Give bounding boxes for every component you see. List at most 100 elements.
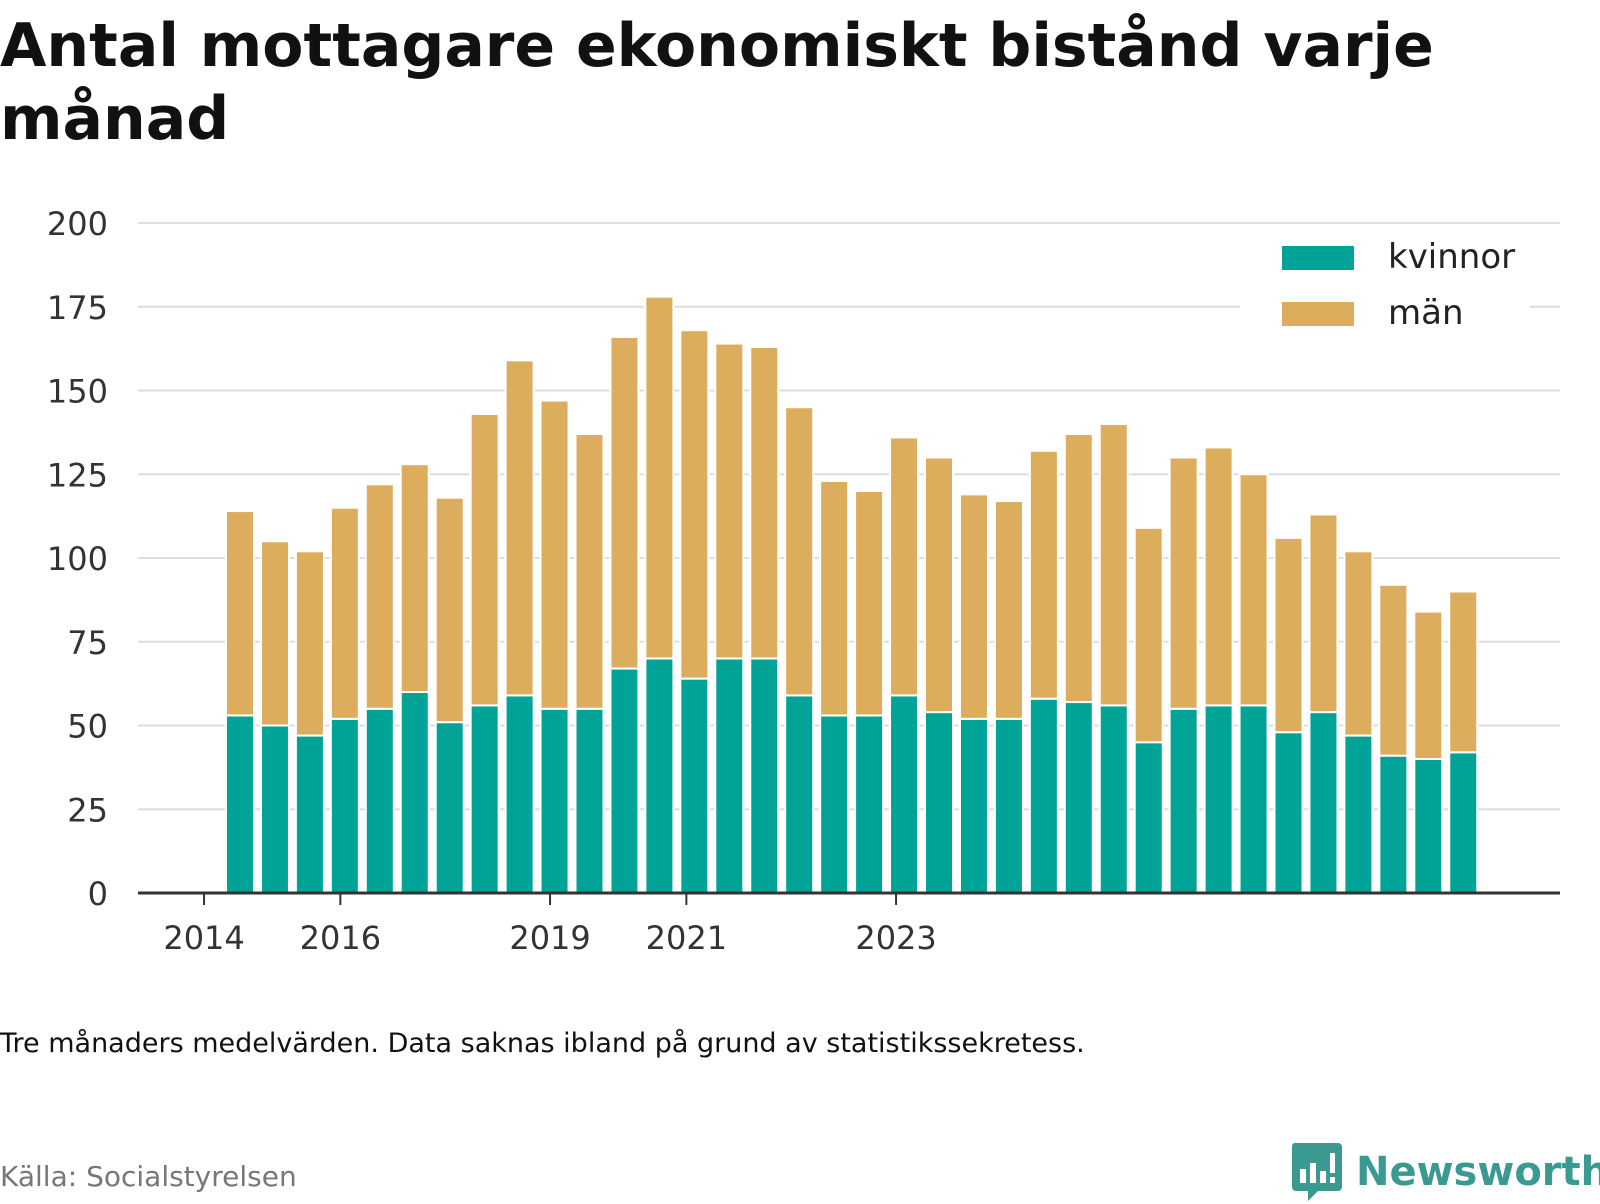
bar-man: [819, 479, 850, 717]
bar-man: [924, 456, 954, 714]
bar-kvinnor: [294, 734, 325, 894]
bar-kvinnor: [644, 657, 675, 894]
bar-kvinnor: [1203, 704, 1234, 895]
y-tick-label: 150: [47, 373, 108, 411]
bar-kvinnor: [574, 707, 605, 894]
bar-man: [958, 493, 989, 720]
bar-kvinnor: [749, 657, 780, 894]
y-tick-label: 50: [67, 708, 108, 746]
bar-man: [225, 510, 255, 717]
legend-label-kvinnor: kvinnor: [1388, 237, 1515, 277]
bar-man: [329, 506, 360, 720]
bar-chart-bubble-icon: [1291, 1143, 1342, 1201]
source-credit: Källa: Socialstyrelsen: [0, 1160, 297, 1193]
bar-man: [434, 496, 465, 724]
x-tick-label: 2023: [855, 919, 936, 957]
bar-man: [609, 335, 640, 670]
y-tick-label: 200: [47, 205, 108, 243]
bar-man: [1168, 456, 1199, 710]
bar-man: [644, 295, 675, 660]
bars: [225, 295, 1479, 895]
bar-man: [854, 490, 885, 717]
bar-man: [1273, 536, 1304, 734]
bar-man: [1238, 473, 1269, 707]
bar-kvinnor: [1133, 741, 1164, 894]
bar-man: [1378, 583, 1409, 757]
bar-kvinnor: [958, 717, 989, 894]
bar-man: [889, 436, 920, 697]
bar-kvinnor: [259, 724, 290, 894]
bar-kvinnor: [889, 694, 920, 894]
bar-kvinnor: [1378, 754, 1409, 895]
bar-kvinnor: [1448, 751, 1479, 894]
brand-name: Newsworthy: [1356, 1149, 1600, 1195]
bar-kvinnor: [679, 677, 710, 894]
bar-kvinnor: [854, 714, 885, 895]
bar-kvinnor: [1308, 711, 1339, 894]
y-tick-label: 75: [67, 624, 108, 662]
x-tick-label: 2016: [300, 919, 381, 957]
bar-man: [504, 359, 535, 697]
bar-kvinnor: [1063, 701, 1094, 894]
bar-man: [993, 500, 1024, 720]
bar-kvinnor: [714, 657, 745, 894]
bar-kvinnor: [1413, 758, 1444, 894]
chart-title: Antal mottagare ekonomiskt bistånd varje…: [0, 11, 1434, 154]
bar-kvinnor: [924, 711, 954, 894]
bar-man: [364, 483, 395, 710]
bar-kvinnor: [329, 717, 360, 894]
y-axis-ticks: 0 25 50 75 100 125 150 175 200: [47, 205, 108, 913]
bar-kvinnor: [993, 717, 1024, 894]
bar-man: [784, 406, 815, 697]
x-tick-label: 2019: [509, 919, 590, 957]
bar-man: [574, 433, 605, 710]
bar-kvinnor: [609, 667, 640, 894]
bar-man: [679, 329, 710, 680]
x-axis: 2014 2016 2019 2021 2023: [138, 891, 1560, 957]
bar-kvinnor: [819, 714, 850, 895]
newsworthy-logo: Newsworthy: [1290, 1140, 1600, 1204]
y-tick-label: 125: [47, 456, 108, 494]
bar-man: [1203, 446, 1234, 707]
bar-kvinnor: [469, 704, 500, 895]
x-tick-label: 2021: [646, 919, 727, 957]
bar-kvinnor: [434, 721, 465, 895]
bar-kvinnor: [1168, 707, 1199, 894]
bar-kvinnor: [504, 694, 535, 894]
bar-kvinnor: [784, 694, 815, 894]
bar-man: [1343, 550, 1374, 737]
bar-man: [259, 540, 290, 727]
bar-kvinnor: [225, 714, 255, 895]
bar-man: [1028, 449, 1059, 700]
bar-kvinnor: [1238, 704, 1269, 895]
y-tick-label: 0: [88, 875, 108, 913]
bar-kvinnor: [399, 691, 430, 894]
bar-man: [539, 399, 570, 710]
x-tick-label: 2014: [163, 919, 244, 957]
legend-swatch-man: [1282, 302, 1354, 326]
bar-kvinnor: [1028, 697, 1059, 895]
bar-man: [1308, 513, 1339, 714]
y-tick-label: 100: [47, 540, 108, 578]
bar-kvinnor: [539, 707, 570, 894]
legend-label-man: män: [1388, 293, 1464, 333]
bar-man: [294, 550, 325, 737]
bar-kvinnor: [1273, 731, 1304, 895]
bar-kvinnor: [364, 707, 395, 894]
bar-man: [399, 463, 430, 694]
bar-man: [1448, 590, 1479, 754]
bar-kvinnor: [1343, 734, 1374, 894]
bar-kvinnor: [1098, 704, 1129, 895]
bar-man: [1133, 526, 1164, 744]
y-tick-label: 175: [47, 289, 108, 327]
legend: kvinnor män: [1240, 230, 1530, 352]
bar-man: [1413, 610, 1444, 760]
bar-man: [749, 345, 780, 660]
bar-man: [469, 412, 500, 707]
chart-note: Tre månaders medelvärden. Data saknas ib…: [0, 1028, 1085, 1059]
bar-man: [714, 342, 745, 660]
bar-man: [1098, 423, 1129, 707]
bar-man: [1063, 433, 1094, 704]
legend-swatch-kvinnor: [1282, 246, 1354, 270]
